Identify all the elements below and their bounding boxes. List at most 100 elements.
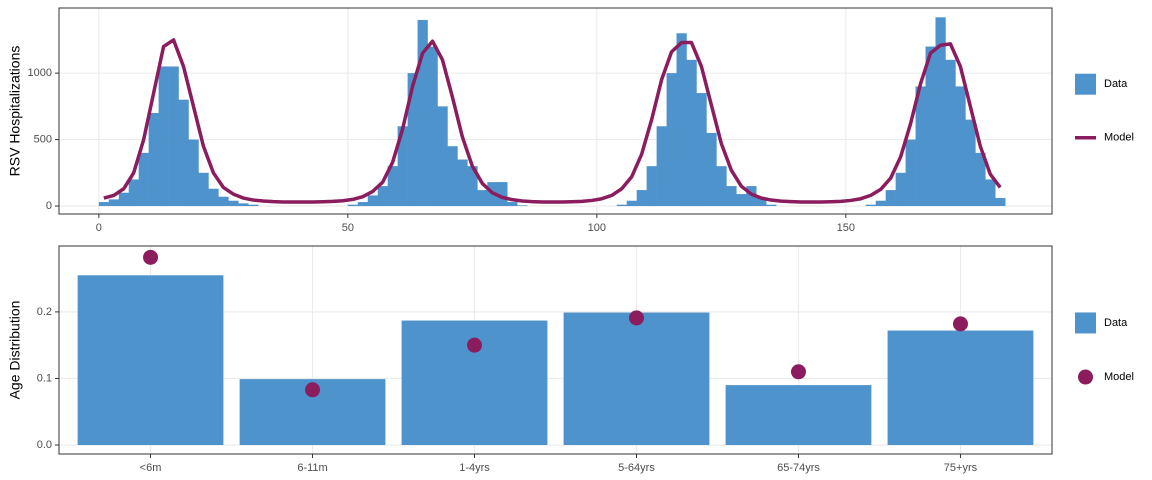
model-point	[143, 249, 159, 265]
bar	[188, 139, 199, 207]
bar	[666, 73, 677, 207]
x-tick-label: 100	[588, 222, 606, 234]
legend-label: Data	[1104, 317, 1128, 329]
bar	[517, 205, 528, 207]
bar	[238, 203, 249, 207]
x-tick-label: 1-4yrs	[459, 462, 490, 474]
bar	[626, 200, 637, 207]
y-tick-label: 0.1	[37, 372, 52, 384]
x-tick-label: 75+yrs	[944, 462, 978, 474]
bar	[975, 152, 986, 207]
x-tick-label: <6m	[140, 462, 162, 474]
bar	[168, 66, 179, 207]
model-line	[103, 38, 1002, 204]
model-point	[467, 337, 483, 353]
bar	[407, 73, 418, 207]
legend-label: Model	[1104, 371, 1134, 383]
bar	[905, 139, 916, 207]
y-axis-title: Age Distribution	[7, 301, 23, 400]
x-tick-label: 65-74yrs	[777, 462, 820, 474]
bar	[985, 179, 996, 207]
legend-key	[1075, 312, 1096, 334]
x-tick-label: 50	[342, 222, 354, 234]
bar	[955, 86, 966, 207]
bar	[935, 17, 946, 207]
bar	[158, 66, 169, 207]
bar	[178, 99, 189, 207]
bar	[198, 172, 209, 207]
bar	[726, 186, 737, 207]
bar	[427, 46, 438, 207]
bar	[716, 166, 727, 207]
bar	[696, 93, 707, 207]
bar	[148, 112, 159, 207]
bar	[656, 126, 667, 207]
panel-border	[58, 7, 1053, 215]
bar	[497, 182, 508, 207]
bar	[77, 275, 224, 446]
bar	[128, 179, 139, 207]
bar	[387, 166, 398, 207]
y-tick-label: 1000	[28, 67, 52, 79]
bar	[887, 330, 1034, 446]
bar	[706, 132, 717, 207]
bar	[885, 190, 896, 207]
bar	[686, 59, 697, 207]
model-point	[305, 382, 321, 398]
legend-label: Data	[1104, 78, 1128, 90]
bar	[357, 202, 369, 207]
bar	[965, 119, 976, 207]
x-tick-label: 5-64yrs	[618, 462, 655, 474]
bar	[138, 152, 149, 207]
x-tick-label: 6-11m	[297, 462, 327, 474]
bar	[646, 166, 657, 207]
bar	[895, 172, 906, 207]
bar	[736, 194, 747, 207]
bar	[945, 59, 956, 207]
model-point	[628, 310, 644, 326]
y-axis-title: RSV Hospitalizations	[7, 46, 23, 177]
legend-label: Model	[1104, 132, 1134, 144]
y-tick-label: 0.0	[37, 439, 52, 451]
bar	[875, 200, 886, 207]
legend-key	[1075, 73, 1096, 95]
bar	[636, 190, 647, 207]
model-point	[952, 316, 968, 332]
bar	[457, 159, 468, 207]
bar	[218, 196, 229, 207]
bar	[367, 195, 379, 207]
bar	[248, 204, 259, 207]
bar	[865, 204, 877, 207]
bar	[397, 126, 408, 207]
bar	[377, 186, 388, 207]
legend-key	[1078, 369, 1093, 385]
bar	[507, 202, 518, 207]
bar	[915, 86, 926, 207]
x-tick-label: 0	[96, 222, 102, 234]
bar	[925, 46, 936, 207]
bar	[228, 200, 239, 207]
bar	[995, 198, 1006, 207]
bar	[746, 186, 757, 207]
bar	[477, 190, 488, 207]
bar	[756, 198, 767, 207]
bar	[447, 146, 458, 207]
bar	[118, 192, 130, 207]
bar	[108, 199, 120, 207]
panel-border	[58, 245, 1053, 455]
y-tick-label: 500	[34, 133, 52, 145]
bar	[725, 385, 872, 446]
bar	[616, 204, 628, 207]
bar	[347, 204, 359, 207]
bar	[467, 166, 478, 207]
bar	[563, 312, 710, 446]
x-tick-label: 150	[837, 222, 855, 234]
bar	[437, 106, 448, 207]
bar	[208, 188, 219, 207]
bar	[417, 19, 428, 207]
y-tick-label: 0.2	[37, 306, 52, 318]
bar	[98, 202, 110, 207]
model-point	[790, 364, 806, 380]
y-tick-label: 0	[46, 200, 52, 212]
